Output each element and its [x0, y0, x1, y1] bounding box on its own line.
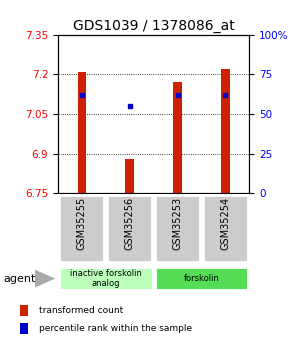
Bar [126, 159, 134, 193]
Text: transformed count: transformed count [39, 306, 123, 315]
Text: agent: agent [3, 274, 35, 284]
Polygon shape [35, 270, 55, 288]
Text: inactive forskolin
analog: inactive forskolin analog [70, 269, 142, 288]
Bar [20, 305, 28, 316]
Title: GDS1039 / 1378086_at: GDS1039 / 1378086_at [73, 19, 235, 33]
FancyBboxPatch shape [155, 267, 249, 290]
Bar [173, 82, 182, 193]
Text: GSM35254: GSM35254 [220, 197, 231, 250]
FancyBboxPatch shape [59, 267, 153, 290]
Text: GSM35253: GSM35253 [173, 197, 183, 250]
Text: percentile rank within the sample: percentile rank within the sample [39, 324, 192, 333]
Text: GSM35256: GSM35256 [125, 197, 135, 250]
FancyBboxPatch shape [59, 195, 104, 262]
Text: GSM35255: GSM35255 [77, 197, 87, 250]
Text: forskolin: forskolin [184, 274, 220, 283]
Bar [20, 323, 28, 334]
Bar [78, 71, 86, 193]
FancyBboxPatch shape [107, 195, 152, 262]
FancyBboxPatch shape [203, 195, 248, 262]
FancyBboxPatch shape [155, 195, 200, 262]
Bar [221, 69, 230, 193]
